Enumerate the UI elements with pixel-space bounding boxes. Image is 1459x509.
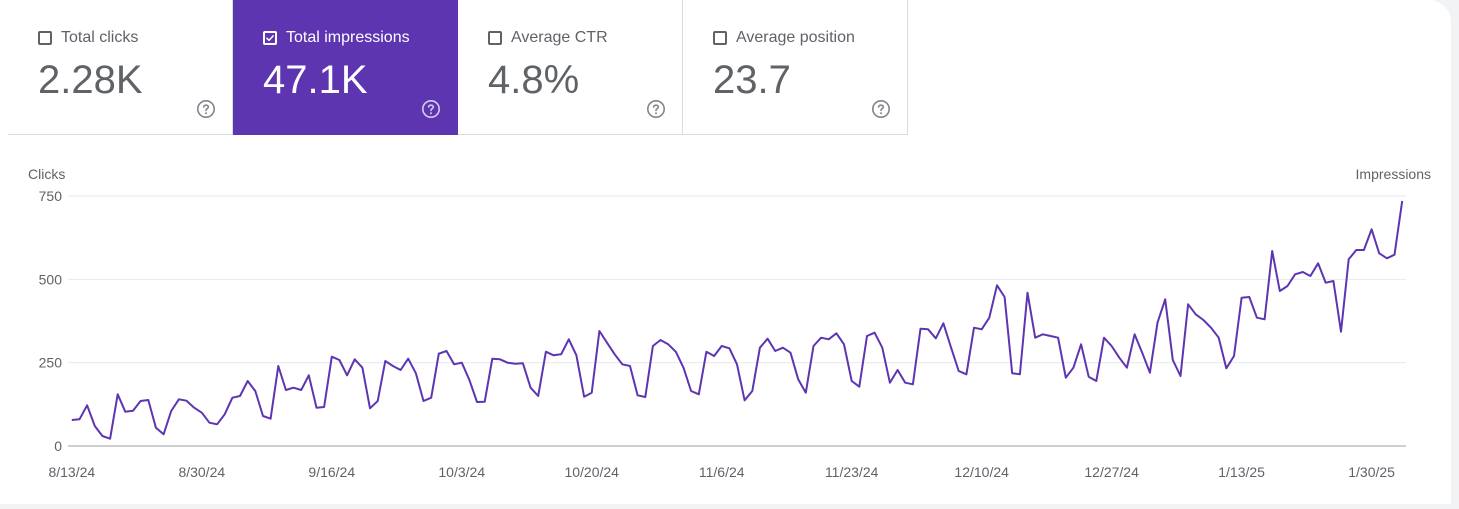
- x-tick-label: 10/20/24: [564, 464, 619, 480]
- metric-average-position[interactable]: Average position 23.7: [683, 0, 908, 135]
- metric-value: 4.8%: [488, 58, 580, 102]
- line-chart: Clicks Impressions 0 250 500 750 8/13/24 8/3…: [28, 166, 1431, 480]
- metric-total-clicks[interactable]: Total clicks 2.28K: [8, 0, 233, 135]
- y-tick-label: 500: [39, 271, 63, 287]
- help-circle-icon[interactable]: [646, 99, 666, 119]
- help-circle-icon[interactable]: [196, 99, 216, 119]
- x-tick-label: 8/30/24: [178, 464, 225, 480]
- metric-tabs: Total clicks 2.28K Total impressions 47.…: [8, 0, 908, 136]
- metric-value: 2.28K: [38, 58, 143, 102]
- left-axis-label: Clicks: [28, 166, 65, 182]
- checkbox-icon[interactable]: [488, 31, 502, 45]
- x-tick-label: 10/3/24: [438, 464, 485, 480]
- checkbox-icon[interactable]: [713, 31, 727, 45]
- series-group: [71, 200, 1404, 440]
- x-tick-label: 1/13/25: [1218, 464, 1265, 480]
- x-tick-label: 1/30/25: [1348, 464, 1395, 480]
- x-tick-label: 11/23/24: [825, 464, 879, 480]
- checkbox-icon[interactable]: [263, 31, 277, 45]
- metric-total-impressions[interactable]: Total impressions 47.1K: [233, 0, 458, 135]
- x-tick-label: 9/16/24: [308, 464, 355, 480]
- help-circle-icon[interactable]: [421, 99, 441, 119]
- x-tick-label: 8/13/24: [48, 464, 95, 480]
- metric-label: Total impressions: [286, 29, 410, 46]
- metric-value: 47.1K: [263, 58, 368, 102]
- y-tick-label: 250: [39, 355, 63, 371]
- checkbox-icon[interactable]: [38, 31, 52, 45]
- metric-label: Total clicks: [61, 29, 139, 46]
- right-axis-label: Impressions: [1356, 166, 1431, 182]
- y-tick-label: 0: [54, 438, 62, 454]
- metric-label: Average CTR: [511, 29, 608, 46]
- help-circle-icon[interactable]: [871, 99, 891, 119]
- x-tick-label: 12/10/24: [954, 464, 1009, 480]
- x-axis-ticks: 8/13/24 8/30/24 9/16/24 10/3/24 10/20/24 11/6…: [48, 464, 1395, 480]
- x-tick-label: 12/27/24: [1084, 464, 1139, 480]
- performance-chart: Clicks Impressions 0 250 500 750 8/13/24 8/3…: [0, 150, 1451, 504]
- metric-value: 23.7: [713, 58, 791, 102]
- metric-label: Average position: [736, 29, 855, 46]
- metric-average-ctr[interactable]: Average CTR 4.8%: [458, 0, 683, 135]
- y-axis-ticks: 0 250 500 750: [39, 188, 63, 454]
- x-tick-label: 11/6/24: [699, 464, 745, 480]
- series-line[interactable]: [71, 200, 1404, 440]
- y-tick-label: 750: [39, 188, 63, 204]
